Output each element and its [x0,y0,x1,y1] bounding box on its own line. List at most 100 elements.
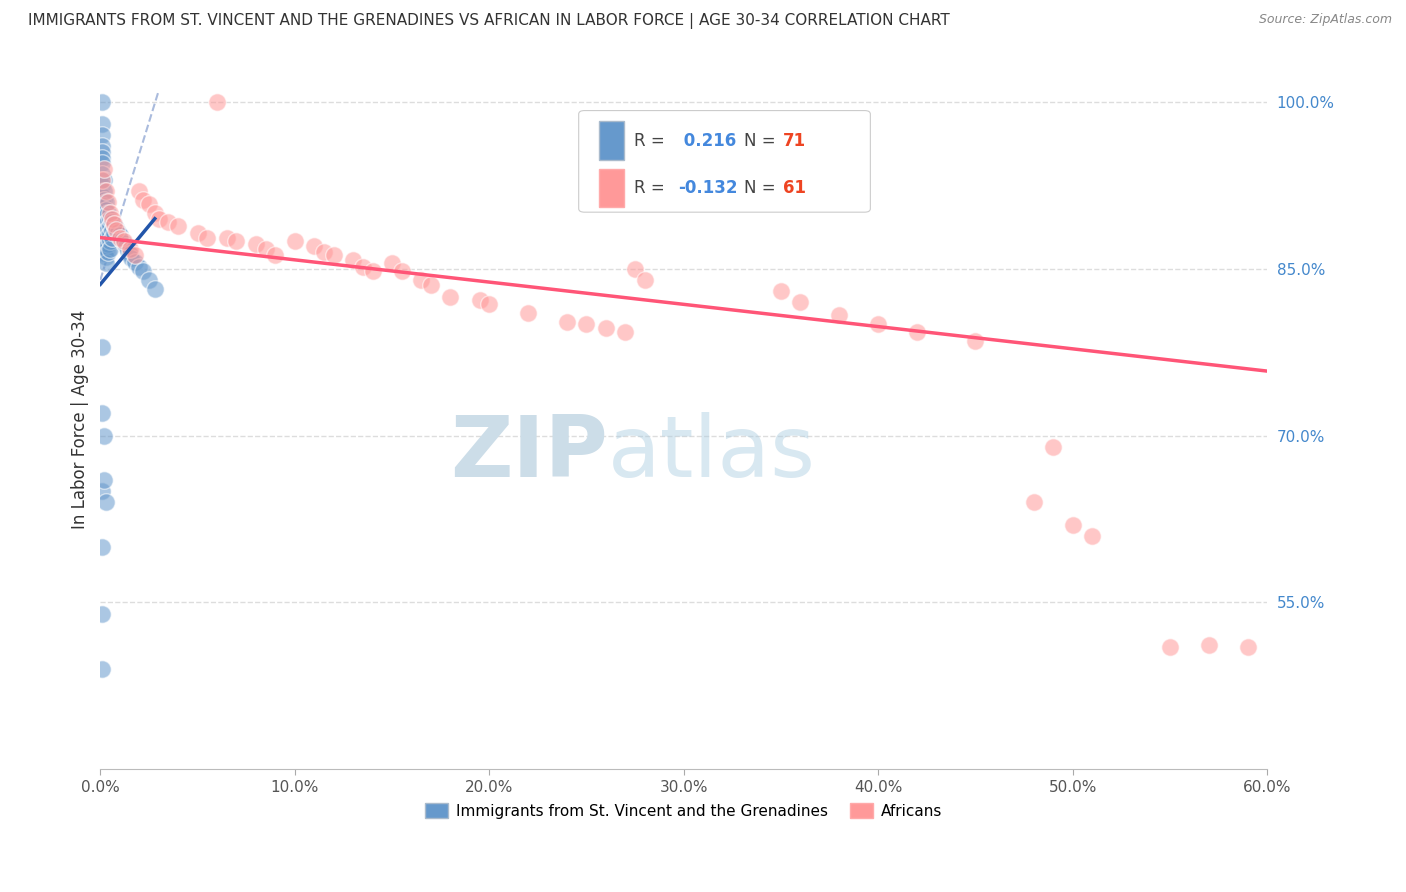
Text: -0.132: -0.132 [678,179,737,197]
Point [1022,495,1045,509]
Point [91,540,114,554]
Legend: Immigrants from St. Vincent and the Grenadines, Africans: Immigrants from St. Vincent and the Gren… [419,797,949,825]
Point [205,95,228,109]
Point [98,227,121,242]
Point [93,239,115,253]
Point [93,473,115,487]
Point [264,248,287,262]
Point [143,206,166,220]
Point [98,206,121,220]
Point [96,250,118,264]
Point [128,184,150,198]
Point [468,293,491,307]
Point [361,264,384,278]
Point [965,334,987,348]
Point [93,226,115,240]
Point [104,220,127,235]
Point [157,215,180,229]
Point [101,223,124,237]
FancyBboxPatch shape [599,169,624,207]
Point [93,173,115,187]
Point [245,237,267,252]
Point [352,260,374,274]
Point [101,215,124,229]
Point [1081,529,1104,543]
Y-axis label: In Labor Force | Age 30-34: In Labor Force | Age 30-34 [72,310,89,529]
Point [138,273,160,287]
Point [93,206,115,220]
Point [478,297,501,311]
Point [96,256,118,270]
Point [93,193,115,207]
Point [91,340,114,354]
Point [96,495,118,509]
Point [91,156,114,170]
Point [93,184,115,198]
Point [96,236,118,251]
Point [96,223,118,237]
Point [304,239,326,253]
Point [96,210,118,224]
Point [1042,440,1064,454]
Point [97,221,120,235]
Point [93,233,115,247]
Point [868,318,890,332]
Point [128,260,150,274]
Point [91,117,114,131]
Point [828,309,851,323]
Point [91,173,114,187]
Point [93,161,115,176]
Point [93,220,115,235]
Point [1159,640,1181,654]
Text: R =: R = [634,179,669,197]
Point [108,230,131,244]
Point [167,219,190,234]
Point [98,211,121,226]
Point [96,243,118,257]
Point [595,320,617,334]
Point [91,189,114,203]
Point [1236,640,1258,654]
Point [215,230,238,244]
Point [195,230,218,244]
Point [254,242,277,256]
Point [789,295,811,310]
Point [575,318,598,332]
Point [91,128,114,143]
Text: R =: R = [634,131,669,150]
FancyBboxPatch shape [599,121,624,160]
Point [91,484,114,499]
Point [96,184,118,198]
Point [91,139,114,153]
Point [104,223,127,237]
Point [91,406,114,420]
Point [111,233,134,247]
Point [91,167,114,181]
Point [103,217,125,231]
Text: Source: ZipAtlas.com: Source: ZipAtlas.com [1258,13,1392,27]
Point [103,217,125,231]
Text: IMMIGRANTS FROM ST. VINCENT AND THE GRENADINES VS AFRICAN IN LABOR FORCE | AGE 3: IMMIGRANTS FROM ST. VINCENT AND THE GREN… [28,13,950,29]
Point [112,236,135,251]
Point [1198,638,1220,652]
Point [96,216,118,230]
Point [555,315,578,329]
Point [97,206,120,220]
Point [93,246,115,260]
Point [391,264,413,278]
Point [93,214,115,228]
Point [769,284,792,298]
Point [91,206,114,220]
Point [103,226,125,240]
Point [91,607,114,621]
Point [411,273,433,287]
Point [93,428,115,442]
Point [634,273,657,287]
Point [112,234,135,248]
Point [118,242,141,256]
Point [108,228,131,243]
Point [124,255,146,269]
Point [97,237,120,252]
Point [117,244,139,258]
Point [225,234,247,248]
